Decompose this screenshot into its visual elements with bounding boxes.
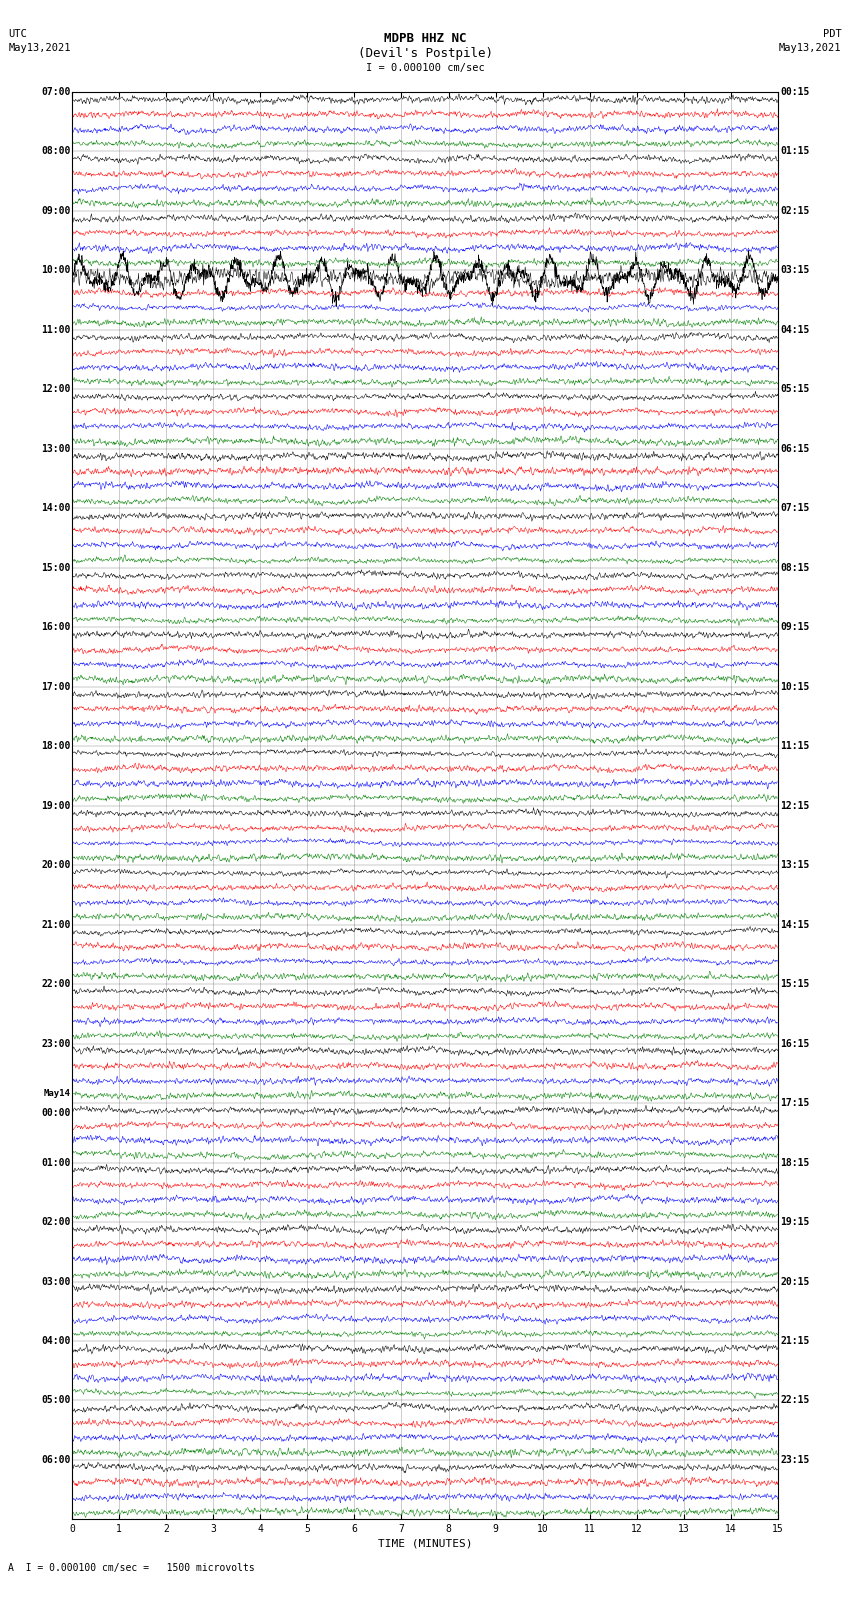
- Text: May14: May14: [43, 1089, 71, 1098]
- Text: 20:00: 20:00: [41, 860, 71, 869]
- Text: 01:00: 01:00: [41, 1158, 71, 1168]
- Text: 07:00: 07:00: [41, 87, 71, 97]
- Text: 19:15: 19:15: [780, 1218, 810, 1227]
- Text: 14:00: 14:00: [41, 503, 71, 513]
- Text: 03:15: 03:15: [780, 266, 810, 276]
- Text: 07:15: 07:15: [780, 503, 810, 513]
- Text: 19:00: 19:00: [41, 800, 71, 811]
- Text: 17:00: 17:00: [41, 682, 71, 692]
- Text: 23:15: 23:15: [780, 1455, 810, 1465]
- Text: 08:00: 08:00: [41, 147, 71, 156]
- Text: 06:15: 06:15: [780, 444, 810, 453]
- Text: UTC: UTC: [8, 29, 27, 39]
- Text: 10:15: 10:15: [780, 682, 810, 692]
- Text: 02:15: 02:15: [780, 206, 810, 216]
- Text: 00:15: 00:15: [780, 87, 810, 97]
- Text: (Devil's Postpile): (Devil's Postpile): [358, 47, 492, 60]
- Text: 17:15: 17:15: [780, 1098, 810, 1108]
- Text: 09:00: 09:00: [41, 206, 71, 216]
- Text: 12:15: 12:15: [780, 800, 810, 811]
- Text: May13,2021: May13,2021: [779, 44, 842, 53]
- Text: 03:00: 03:00: [41, 1276, 71, 1287]
- Text: 04:15: 04:15: [780, 324, 810, 336]
- Text: 05:15: 05:15: [780, 384, 810, 394]
- Text: MDPB HHZ NC: MDPB HHZ NC: [383, 32, 467, 45]
- Text: 11:00: 11:00: [41, 324, 71, 336]
- Text: 00:00: 00:00: [41, 1108, 71, 1118]
- Text: 10:00: 10:00: [41, 266, 71, 276]
- Text: 14:15: 14:15: [780, 919, 810, 929]
- Text: 23:00: 23:00: [41, 1039, 71, 1048]
- Text: 11:15: 11:15: [780, 742, 810, 752]
- Text: 18:15: 18:15: [780, 1158, 810, 1168]
- Text: 13:15: 13:15: [780, 860, 810, 869]
- Text: 15:00: 15:00: [41, 563, 71, 573]
- Text: 15:15: 15:15: [780, 979, 810, 989]
- Text: 21:00: 21:00: [41, 919, 71, 929]
- Text: 20:15: 20:15: [780, 1276, 810, 1287]
- Text: 06:00: 06:00: [41, 1455, 71, 1465]
- Text: 01:15: 01:15: [780, 147, 810, 156]
- Text: 08:15: 08:15: [780, 563, 810, 573]
- Text: 09:15: 09:15: [780, 623, 810, 632]
- Text: May13,2021: May13,2021: [8, 44, 71, 53]
- Text: 05:00: 05:00: [41, 1395, 71, 1405]
- Text: 04:00: 04:00: [41, 1336, 71, 1345]
- Text: 02:00: 02:00: [41, 1218, 71, 1227]
- Text: 16:15: 16:15: [780, 1039, 810, 1048]
- Text: 16:00: 16:00: [41, 623, 71, 632]
- Text: 21:15: 21:15: [780, 1336, 810, 1345]
- Text: PDT: PDT: [823, 29, 842, 39]
- X-axis label: TIME (MINUTES): TIME (MINUTES): [377, 1539, 473, 1548]
- Text: 18:00: 18:00: [41, 742, 71, 752]
- Text: 22:00: 22:00: [41, 979, 71, 989]
- Text: 12:00: 12:00: [41, 384, 71, 394]
- Text: 22:15: 22:15: [780, 1395, 810, 1405]
- Text: A  I = 0.000100 cm/sec =   1500 microvolts: A I = 0.000100 cm/sec = 1500 microvolts: [8, 1563, 255, 1573]
- Text: 13:00: 13:00: [41, 444, 71, 453]
- Text: I = 0.000100 cm/sec: I = 0.000100 cm/sec: [366, 63, 484, 73]
